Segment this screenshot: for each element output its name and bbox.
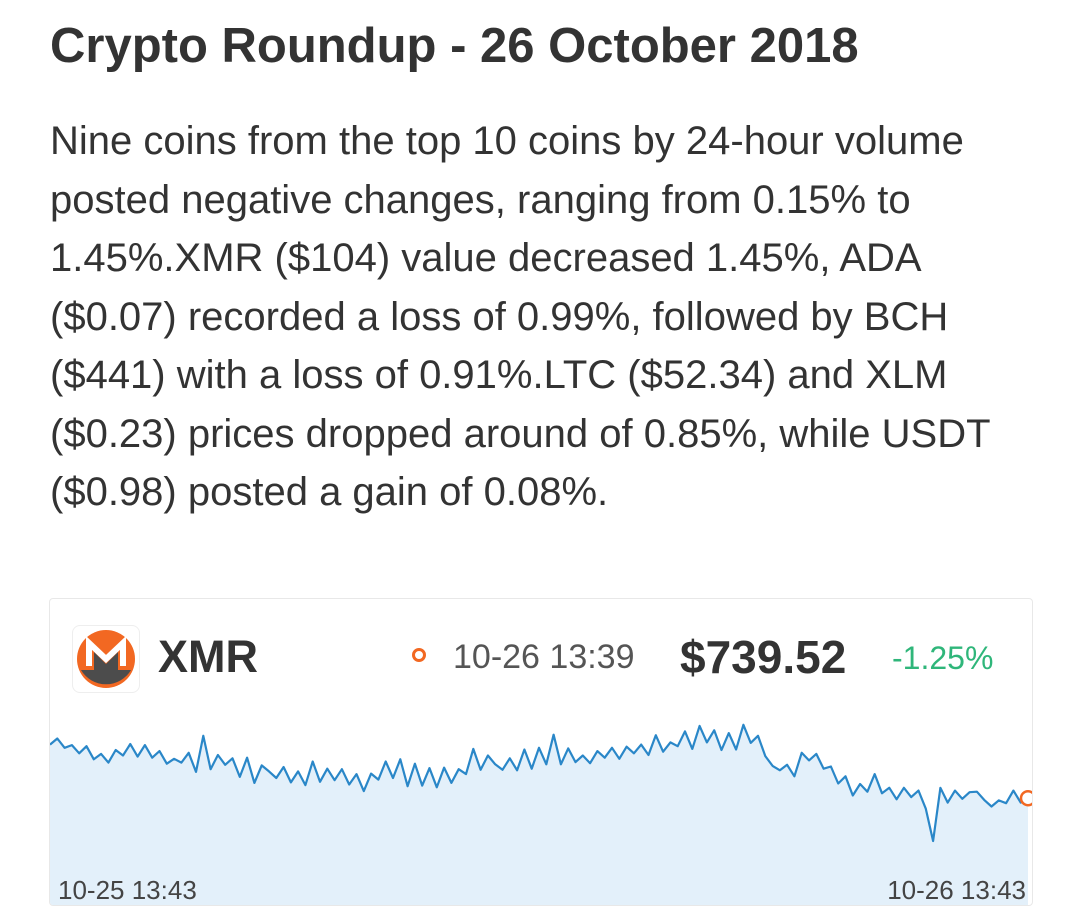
x-axis-start-label: 10-25 13:43 xyxy=(58,875,197,905)
price-change: -1.25% xyxy=(892,640,994,676)
article-body: Nine coins from the top 10 coins by 24-h… xyxy=(50,119,990,514)
monero-logo-icon xyxy=(72,625,140,693)
circle-icon xyxy=(412,648,426,662)
x-axis-end-label: 10-26 13:43 xyxy=(887,875,1026,905)
chart-last-point-marker xyxy=(1019,789,1032,807)
price-chart[interactable] xyxy=(50,709,1032,905)
page-title: Crypto Roundup - 26 October 2018 xyxy=(50,19,859,73)
chart-area-fill xyxy=(50,724,1028,905)
current-price: $739.52 xyxy=(680,631,847,683)
price-widget[interactable]: XMR 10-26 13:39 $739.52 -1.25% 10-25 13:… xyxy=(49,598,1033,906)
timestamp: 10-26 13:39 xyxy=(453,638,635,676)
chart-series-line xyxy=(50,723,1029,843)
coin-symbol: XMR xyxy=(158,631,258,682)
